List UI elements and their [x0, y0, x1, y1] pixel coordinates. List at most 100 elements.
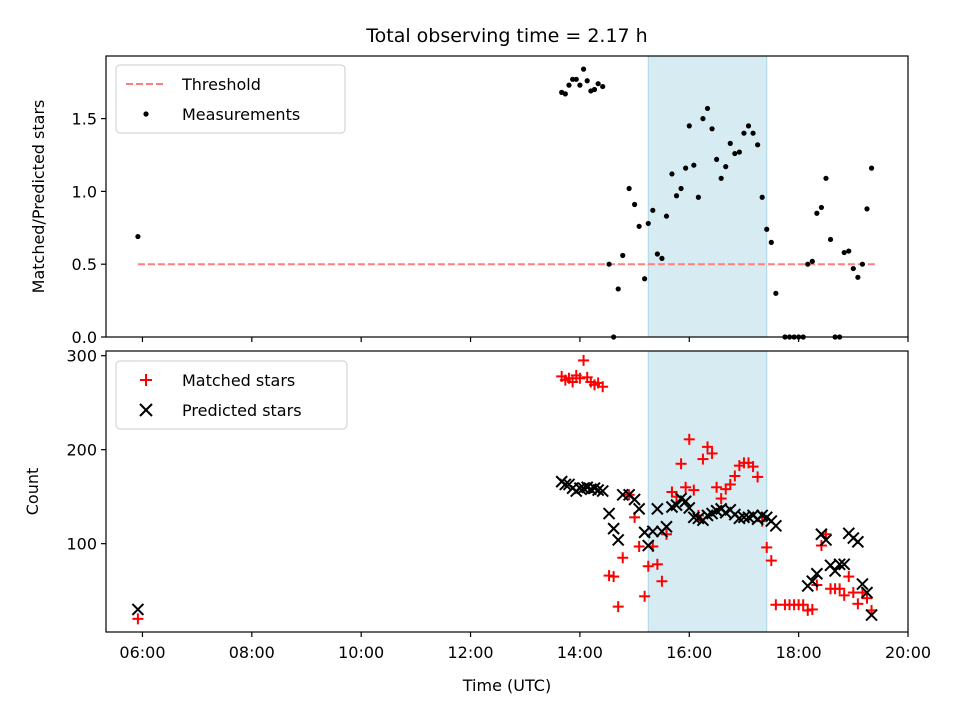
predicted-star-point — [632, 502, 646, 516]
predicted-star-point — [660, 520, 673, 533]
measurement-point — [764, 226, 770, 232]
matched-star-point — [656, 575, 668, 587]
measurement-point — [704, 105, 711, 112]
measurement-point — [745, 123, 752, 129]
x-tick-label: 12:00 — [447, 643, 493, 662]
measurement-point — [570, 76, 576, 82]
measurement-point — [736, 149, 742, 155]
matched-star-point — [715, 493, 727, 505]
measurement-point — [584, 78, 590, 84]
matched-star-point — [617, 552, 629, 564]
matched-star-point — [761, 541, 773, 553]
legend: Matched stars Predicted stars — [115, 360, 348, 430]
measurement-point — [683, 165, 689, 171]
measurement-point — [709, 126, 715, 132]
measurement-point — [600, 83, 606, 90]
predicted-star-point — [679, 495, 692, 508]
predicted-star-point — [865, 608, 878, 622]
highlight-span — [647, 350, 768, 633]
predicted-star-point — [769, 519, 783, 533]
legend: Threshold Measurements — [115, 64, 346, 134]
matched-star-point — [724, 478, 736, 490]
y-tick-label: 0.0 — [72, 328, 97, 347]
predicted-star-point — [819, 533, 833, 547]
measurement-point — [814, 210, 820, 216]
measurement-point — [626, 185, 632, 192]
matched-star-point — [765, 555, 777, 567]
legend-matched-label: Matched stars — [182, 371, 295, 390]
measurement-point — [868, 165, 875, 171]
measurement-point — [673, 193, 680, 199]
plot-frame — [105, 350, 909, 633]
matched-star-point — [806, 603, 818, 615]
plot-frame — [105, 55, 909, 338]
chart-title: Total observing time = 2.17 h — [365, 25, 647, 47]
measurement-point — [654, 251, 660, 257]
matched-star-point — [838, 589, 850, 601]
predicted-star-point — [651, 502, 664, 516]
matched-star-point — [843, 571, 855, 583]
measurement-point — [669, 171, 675, 177]
measurement-point — [846, 248, 852, 254]
measurement-point — [606, 261, 612, 267]
measurement-point — [566, 82, 572, 88]
matched-star-point — [597, 381, 609, 393]
predicted-star-point — [642, 539, 655, 552]
y-tick-label: 200 — [66, 441, 97, 460]
measurement-points — [135, 66, 875, 340]
matched-star-point — [633, 540, 645, 552]
matched-star-point — [706, 447, 718, 459]
predicted-star-point — [837, 558, 851, 571]
predicted-star-point — [596, 484, 609, 498]
y-axis: 0.0 0.5 1.0 1.5 — [72, 110, 106, 347]
predicted-star-point — [828, 564, 842, 578]
x-tick-label: 08:00 — [229, 643, 275, 662]
matched-star-point — [639, 590, 651, 602]
y-axis-label: Count — [23, 468, 42, 516]
predicted-star-point — [131, 603, 145, 616]
measurement-point — [841, 249, 847, 256]
legend-predicted-swatch — [139, 403, 153, 417]
y-tick-label: 1.5 — [72, 110, 97, 129]
x-axis-ticks — [141, 337, 909, 342]
measurement-point — [642, 276, 648, 282]
predicted-star-point — [607, 522, 620, 535]
measurement-point — [805, 261, 811, 267]
measurement-point — [818, 204, 825, 211]
measurement-point — [650, 207, 656, 213]
matched-star-point — [852, 598, 864, 610]
y-tick-label: 1.0 — [72, 182, 97, 201]
legend-measurements-swatch — [143, 111, 149, 117]
measurement-point — [723, 164, 729, 170]
measurement-point — [773, 290, 779, 296]
predicted-star-point — [588, 482, 601, 495]
legend-matched-swatch — [140, 374, 152, 386]
measurement-point — [645, 220, 651, 227]
matched-star-point — [612, 601, 624, 613]
measurement-point — [741, 130, 747, 136]
measurement-point — [620, 252, 626, 259]
y-tick-label: 100 — [66, 535, 97, 554]
measurement-point — [700, 116, 706, 122]
predicted-star-point — [611, 533, 625, 547]
measurement-point — [768, 239, 774, 245]
predicted-star-point — [559, 478, 572, 491]
x-axis-label: Time (UTC) — [462, 676, 551, 695]
matched-stars-points — [132, 354, 878, 625]
measurement-point — [636, 223, 642, 229]
predicted-star-point — [646, 525, 660, 538]
measurement-point — [135, 233, 141, 240]
matched-star-point — [747, 461, 759, 473]
measurement-point — [659, 255, 665, 261]
matched-star-point — [642, 560, 654, 572]
x-axis: 06:00 08:00 10:00 12:00 14:00 16:00 18:00 20:00 — [119, 632, 931, 662]
measurement-point — [855, 274, 861, 280]
matched-star-point — [680, 481, 692, 493]
matched-star-point — [132, 613, 144, 625]
matched-star-point — [660, 528, 672, 540]
matched-star-point — [729, 470, 741, 482]
measurement-point — [827, 236, 834, 243]
matched-star-point — [608, 571, 620, 583]
matched-star-point — [688, 484, 700, 496]
matched-star-point — [578, 354, 590, 366]
